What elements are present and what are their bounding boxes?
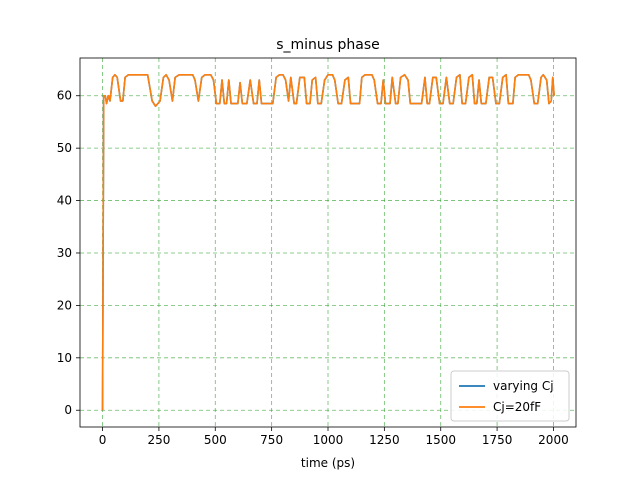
y-tick-label: 40	[57, 194, 72, 208]
series-lines	[101, 73, 555, 411]
x-tick-label: 1000	[313, 433, 344, 447]
x-tick-label: 750	[260, 433, 283, 447]
x-tick-label: 250	[147, 433, 170, 447]
chart-title: s_minus phase	[276, 37, 380, 53]
x-tick-label: 1500	[425, 433, 456, 447]
legend-box	[450, 370, 570, 422]
y-tick-label: 50	[57, 141, 72, 155]
y-tick-label: 20	[57, 298, 72, 312]
x-tick-label: 0	[99, 433, 107, 447]
x-axis-label: time (ps)	[301, 456, 355, 470]
x-tick-label: 1750	[482, 433, 513, 447]
legend: varying Cj Cj=20fF	[450, 370, 570, 422]
x-tick-label: 2000	[538, 433, 569, 447]
y-tick-label: 30	[57, 246, 72, 260]
axis-ticks: 0 250 500 750 1000 1250 1500 1750 2000 0 10 20 30 40 5…	[57, 89, 569, 447]
series-line-1	[101, 73, 555, 411]
y-tick-label: 10	[57, 351, 72, 365]
legend-label-1: Cj=20fF	[493, 400, 541, 414]
legend-label-0: varying Cj	[493, 379, 554, 393]
y-tick-label: 0	[64, 403, 72, 417]
x-tick-label: 1250	[369, 433, 400, 447]
y-tick-label: 60	[57, 89, 72, 103]
x-tick-label: 500	[204, 433, 227, 447]
